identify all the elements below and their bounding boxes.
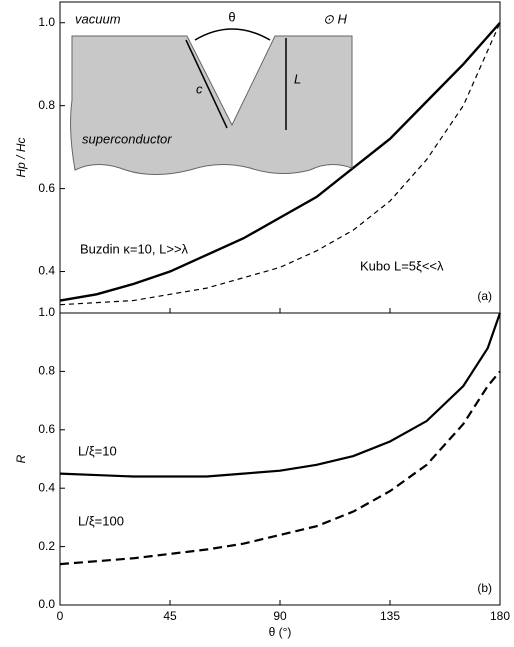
- line-series: [59, 21, 501, 302]
- panel-label: (b): [477, 581, 492, 595]
- x-tick-label: 135: [380, 609, 400, 623]
- y-tick-label: 1.0: [38, 305, 55, 319]
- x-tick-label: 90: [273, 609, 287, 623]
- panel-label: (a): [477, 289, 492, 303]
- inset-label: c: [196, 81, 203, 96]
- inset-label: θ: [228, 9, 235, 24]
- y-tick-label: 0.4: [38, 480, 55, 494]
- inset-label: L: [294, 71, 301, 86]
- y-tick-label: 0.2: [38, 539, 55, 553]
- y-tick-label: 0.6: [38, 181, 55, 195]
- series-label: L/ξ=100: [78, 513, 124, 528]
- y-tick-label: 0.8: [38, 364, 55, 378]
- angle-arrow: [194, 28, 271, 41]
- line-series: [59, 22, 501, 306]
- y-axis-label: R: [14, 454, 28, 463]
- inset-label: ⊙ H: [323, 11, 348, 26]
- y-axis-label: Hp / Hc: [14, 137, 28, 177]
- series-label: Kubo L=5ξ<<λ: [360, 258, 444, 273]
- x-tick-label: 0: [57, 609, 64, 623]
- series-label: L/ξ=10: [78, 443, 117, 458]
- line-series: [59, 370, 501, 566]
- y-tick-label: 1.0: [38, 15, 55, 29]
- c-arrow: [185, 39, 228, 129]
- superconductor-shape: [70, 35, 353, 176]
- line-series: [59, 312, 502, 478]
- plot-frame: [59, 312, 501, 606]
- inset: vacuum θ ⊙ H c L superconductor: [70, 9, 353, 176]
- x-tick-label: 45: [163, 609, 177, 623]
- y-tick-label: 0.4: [38, 264, 55, 278]
- series-label: Buzdin κ=10, L>>λ: [80, 241, 189, 256]
- plots: 0.4 0.6 0.8 1.0 Hp / Hc (a) Buzdin κ=10, L>>λ K…: [14, 1, 510, 639]
- inset-label: superconductor: [82, 131, 172, 146]
- x-tick-label: 180: [490, 609, 510, 623]
- y-tick-label: 0.0: [38, 597, 55, 611]
- y-tick-label: 0.6: [38, 422, 55, 436]
- x-axis-label: θ (°): [269, 625, 292, 639]
- y-tick-label: 0.8: [38, 98, 55, 112]
- inset-label: vacuum: [75, 11, 121, 26]
